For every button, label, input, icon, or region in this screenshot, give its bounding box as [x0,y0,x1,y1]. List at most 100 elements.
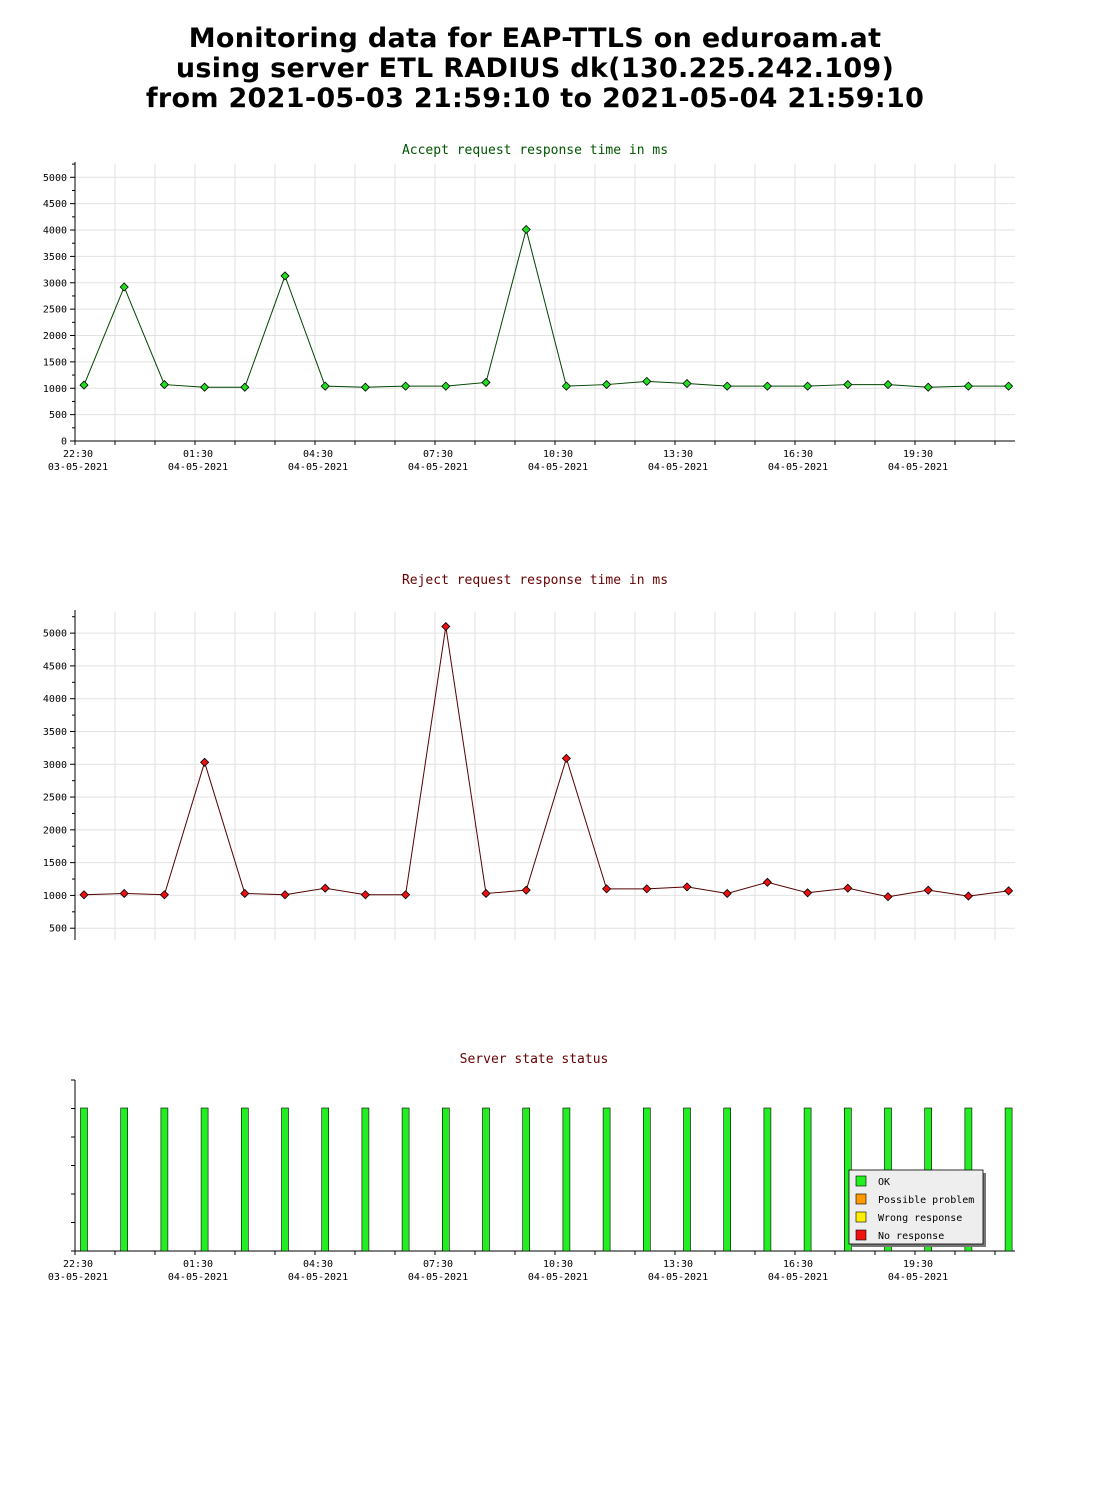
data-point [481,888,491,899]
y-tick-label: 4000 [43,694,67,705]
series-line [83,227,1009,388]
x-tick-label-date: 04-05-2021 [408,462,468,473]
data-point [119,888,129,899]
data-point [642,884,652,894]
y-tick-label: 5000 [43,173,67,184]
title-line-2: using server ETL RADIUS dk(130.225.242.1… [175,53,895,84]
data-point [843,883,853,893]
status-bar-ok [522,1107,531,1252]
data-point [843,379,853,390]
chart-title: Accept request response time in ms [402,143,668,158]
data-point [521,885,531,895]
data-point [320,381,330,391]
x-tick-label-time: 13:30 [663,449,693,460]
y-tick-label: 4000 [43,226,67,237]
data-point [1004,381,1014,391]
title-line-3: from 2021-05-03 21:59:10 to 2021-05-04 2… [145,83,925,114]
data-point [119,282,129,292]
data-point [360,890,370,900]
y-tick-label: 2500 [43,793,67,804]
x-tick-label-time: 01:30 [183,1259,213,1270]
y-tick-label: 500 [49,410,67,421]
status-bar-ok [482,1107,490,1252]
x-tick-label-date: 03-05-2021 [48,462,108,473]
status-bar-ok [241,1107,249,1252]
y-tick-label: 500 [49,924,67,935]
data-point [200,382,210,392]
y-tick-label: 3000 [43,760,67,771]
legend-box [848,1169,984,1245]
data-point [159,890,169,900]
legend-swatch [855,1193,867,1205]
data-point [159,379,169,390]
data-point [602,884,612,894]
y-tick-label: 2000 [43,331,67,342]
data-point [642,376,652,386]
x-tick-label-date: 04-05-2021 [528,1272,588,1283]
legend-label: Wrong response [878,1213,962,1224]
x-tick-label-date: 04-05-2021 [288,1272,348,1283]
y-tick-label: 4500 [43,199,67,210]
x-tick-label-time: 04:30 [303,449,333,460]
legend-label: No response [878,1231,944,1242]
data-point [441,621,451,632]
data-point [883,892,893,902]
y-tick-label: 2500 [43,305,67,316]
data-point [280,890,290,900]
data-point [923,885,933,895]
x-tick-label-date: 04-05-2021 [648,462,708,473]
x-tick-label-date: 04-05-2021 [168,462,228,473]
data-point [481,377,491,388]
data-point [561,381,571,391]
data-point [803,381,813,391]
data-point [762,877,772,887]
data-point [963,381,973,391]
y-tick-label: 3500 [43,252,67,263]
data-point [200,757,210,767]
status-bar-ok [562,1107,571,1252]
x-tick-label-time: 07:30 [423,449,453,460]
x-tick-label-time: 22:30 [63,1259,93,1270]
status-bar-ok [1004,1107,1013,1252]
data-point [762,381,772,391]
data-point [682,882,692,892]
status-bar-ok [361,1107,370,1252]
title-line-1: Monitoring data for EAP-TTLS on eduroam.… [188,23,882,54]
data-point [240,888,250,899]
x-tick-label-time: 07:30 [423,1259,453,1270]
y-tick-label: 3500 [43,727,67,738]
data-point [441,381,451,391]
status-bar-ok [120,1107,128,1252]
y-tick-label: 5000 [43,629,67,640]
status-bar-ok [200,1107,209,1252]
status-bar-ok [642,1107,651,1252]
x-tick-label-time: 10:30 [543,1259,573,1270]
status-bar-ok [602,1107,611,1252]
x-tick-label-date: 04-05-2021 [528,462,588,473]
y-tick-label: 0 [61,437,67,448]
x-tick-label-time: 10:30 [543,449,573,460]
x-tick-label-date: 04-05-2021 [408,1272,468,1283]
status-bar-ok [803,1107,812,1252]
x-tick-label-date: 04-05-2021 [888,462,948,473]
x-tick-label-time: 19:30 [903,449,933,460]
x-tick-label-time: 16:30 [783,1259,813,1270]
x-tick-label-date: 04-05-2021 [168,1272,228,1283]
x-tick-label-time: 01:30 [183,449,213,460]
y-tick-label: 1500 [43,357,67,368]
page-title: Monitoring data for EAP-TTLS on eduroam.… [0,24,1070,114]
data-point [79,380,89,390]
status-bar-ok [441,1107,450,1252]
x-tick-label-date: 03-05-2021 [48,1272,108,1283]
data-point [401,890,411,900]
chart-title: Server state status [460,1052,609,1067]
status-bar-ok [321,1107,330,1252]
status-bar-ok [80,1107,88,1252]
data-point [963,891,973,901]
y-tick-label: 1000 [43,891,67,902]
status-bar-ok [683,1107,691,1252]
data-point [1004,886,1014,896]
legend-swatch [855,1229,867,1241]
data-point [682,378,692,389]
status-bar-ok [401,1107,410,1252]
